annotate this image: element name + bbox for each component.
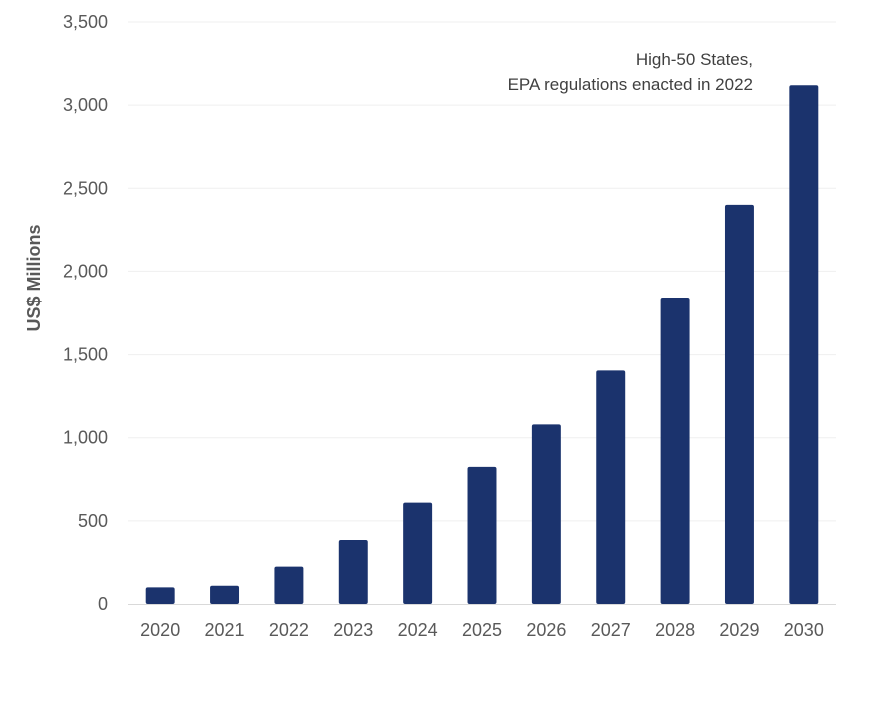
bar <box>145 587 175 604</box>
x-tick-label: 2027 <box>591 620 631 640</box>
x-tick-label: 2028 <box>655 620 695 640</box>
y-axis-ticks: 0 500 1,000 1,500 2,000 2,500 3,000 3,500 <box>63 12 108 614</box>
y-tick-label: 1,000 <box>63 428 108 448</box>
y-axis-title: US$ Millions <box>24 224 44 331</box>
bar <box>403 502 433 604</box>
y-tick-label: 500 <box>78 511 108 531</box>
y-tick-label: 2,000 <box>63 261 108 281</box>
y-tick-label: 3,500 <box>63 12 108 32</box>
x-tick-label: 2023 <box>333 620 373 640</box>
y-tick-label: 1,500 <box>63 345 108 365</box>
y-tick-label: 3,000 <box>63 95 108 115</box>
x-tick-label: 2020 <box>140 620 180 640</box>
bar <box>724 204 754 604</box>
x-tick-label: 2026 <box>526 620 566 640</box>
x-tick-label: 2025 <box>462 620 502 640</box>
x-tick-label: 2021 <box>205 620 245 640</box>
x-tick-label: 2022 <box>269 620 309 640</box>
y-tick-label: 0 <box>98 594 108 614</box>
bar <box>274 566 304 604</box>
bar <box>660 298 690 604</box>
x-tick-label: 2024 <box>398 620 438 640</box>
x-axis-ticks: 2020 2021 2022 2023 2024 2025 2026 2027 2028 2029… <box>140 620 824 640</box>
bars <box>145 85 819 604</box>
x-tick-label: 2029 <box>719 620 759 640</box>
bar <box>596 370 626 604</box>
bar <box>531 424 561 604</box>
bar <box>467 466 497 604</box>
annotation-line-1: High-50 States, <box>636 50 753 69</box>
bar <box>210 585 240 604</box>
bar <box>338 539 368 604</box>
y-tick-label: 2,500 <box>63 178 108 198</box>
gridlines <box>128 21 836 522</box>
bar <box>789 85 819 604</box>
annotation-line-2: EPA regulations enacted in 2022 <box>508 75 753 94</box>
x-tick-label: 2030 <box>784 620 824 640</box>
